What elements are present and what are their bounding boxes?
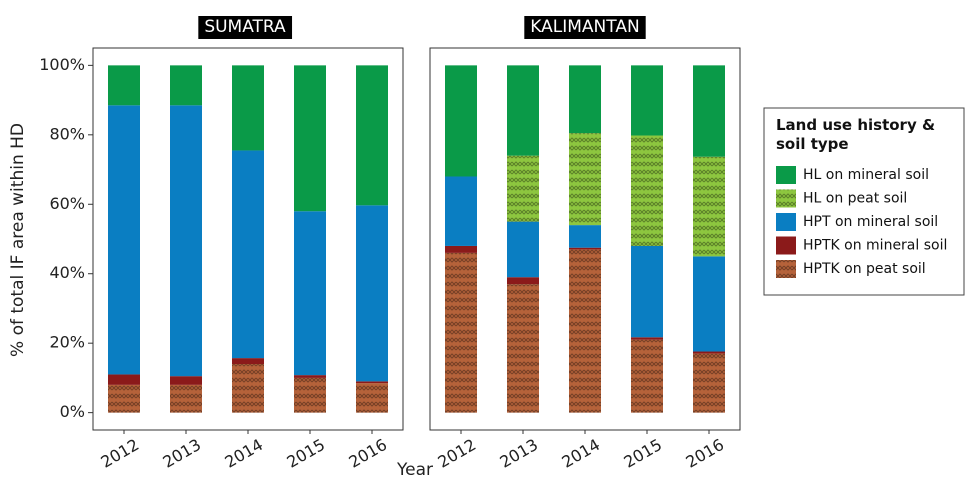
bar-segment xyxy=(445,176,477,246)
legend-swatch xyxy=(776,213,796,231)
facet-title: SUMATRA xyxy=(204,17,286,37)
x-tick-label: 2016 xyxy=(682,435,727,472)
bar-segment xyxy=(356,381,388,384)
bar-segment xyxy=(631,65,663,136)
y-tick-label: 20% xyxy=(49,333,85,352)
bar-segment xyxy=(232,150,264,359)
facet-title: KALIMANTAN xyxy=(530,17,639,37)
bar-segment xyxy=(356,205,388,382)
bar-segment xyxy=(170,384,202,413)
legend-swatch xyxy=(776,236,796,255)
bar-segment xyxy=(507,284,539,413)
bar-segment xyxy=(631,135,663,246)
x-tick-label: 2015 xyxy=(283,435,328,472)
bar-segment xyxy=(108,384,140,413)
legend-swatch xyxy=(776,189,796,208)
bar-segment xyxy=(569,65,601,134)
legend-title: Land use history & soil type xyxy=(776,116,936,153)
bar-segment xyxy=(507,65,539,156)
facet-title-bg xyxy=(198,16,293,39)
bar-segment xyxy=(232,358,264,365)
bar-segment xyxy=(693,351,725,354)
y-axis-label: % of total IF area within HD xyxy=(8,123,28,357)
bar-segment xyxy=(631,337,663,340)
y-tick-label: 80% xyxy=(49,124,85,143)
bar-segment xyxy=(356,65,388,206)
x-tick-label: 2014 xyxy=(221,435,266,472)
x-tick-label: 2012 xyxy=(97,435,142,472)
y-tick-label: 100% xyxy=(39,55,85,74)
bar-segment xyxy=(507,277,539,285)
bar-segment xyxy=(170,65,202,106)
x-axis-label: Year xyxy=(396,460,433,480)
bar-segment xyxy=(693,156,725,257)
bar-segment xyxy=(356,383,388,413)
bar-segment xyxy=(445,252,477,413)
legend-label: HPT on mineral soil xyxy=(803,214,938,230)
legend-title-wrap: Land use history & soil type xyxy=(776,116,936,153)
bar-segment xyxy=(108,374,140,385)
x-tick-label: 2013 xyxy=(159,435,204,472)
bar-segment xyxy=(445,65,477,177)
bar-segment xyxy=(507,155,539,222)
bar-segment xyxy=(507,221,539,278)
bar-segment xyxy=(569,133,601,226)
y-tick-label: 60% xyxy=(49,194,85,213)
x-tick-label: 2015 xyxy=(620,435,665,472)
bar-segment xyxy=(569,247,601,250)
bar-segment xyxy=(693,65,725,157)
legend-label: HPTK on mineral soil xyxy=(803,238,947,254)
legend-label: HL on mineral soil xyxy=(803,167,929,183)
bar-segment xyxy=(294,375,326,378)
legend-box xyxy=(763,107,965,296)
bar-segment xyxy=(693,256,725,352)
bar-segment xyxy=(170,376,202,385)
bar-segment xyxy=(294,65,326,212)
bar-segment xyxy=(445,245,477,253)
legend-swatch xyxy=(776,166,796,184)
legend-label: HL on peat soil xyxy=(803,191,907,207)
x-tick-label: 2013 xyxy=(496,435,541,472)
y-tick-label: 0% xyxy=(60,402,85,421)
legend-swatch xyxy=(776,260,796,278)
bar-segment xyxy=(569,249,601,413)
bar-segment xyxy=(631,245,663,338)
legend-label: HPTK on peat soil xyxy=(803,261,926,277)
bar-segment xyxy=(108,105,140,375)
bar-segment xyxy=(108,65,140,106)
x-tick-label: 2014 xyxy=(558,435,603,472)
bar-segment xyxy=(294,377,326,413)
x-tick-label: 2012 xyxy=(434,435,479,472)
bar-segment xyxy=(569,225,601,248)
bar-segment xyxy=(232,364,264,413)
y-tick-label: 40% xyxy=(49,263,85,282)
bar-segment xyxy=(232,65,264,151)
x-tick-label: 2016 xyxy=(345,435,390,472)
bar-segment xyxy=(693,353,725,413)
facet-title-bg xyxy=(524,16,646,39)
bar-segment xyxy=(170,105,202,377)
bar-segment xyxy=(631,339,663,413)
bar-segment xyxy=(294,211,326,376)
